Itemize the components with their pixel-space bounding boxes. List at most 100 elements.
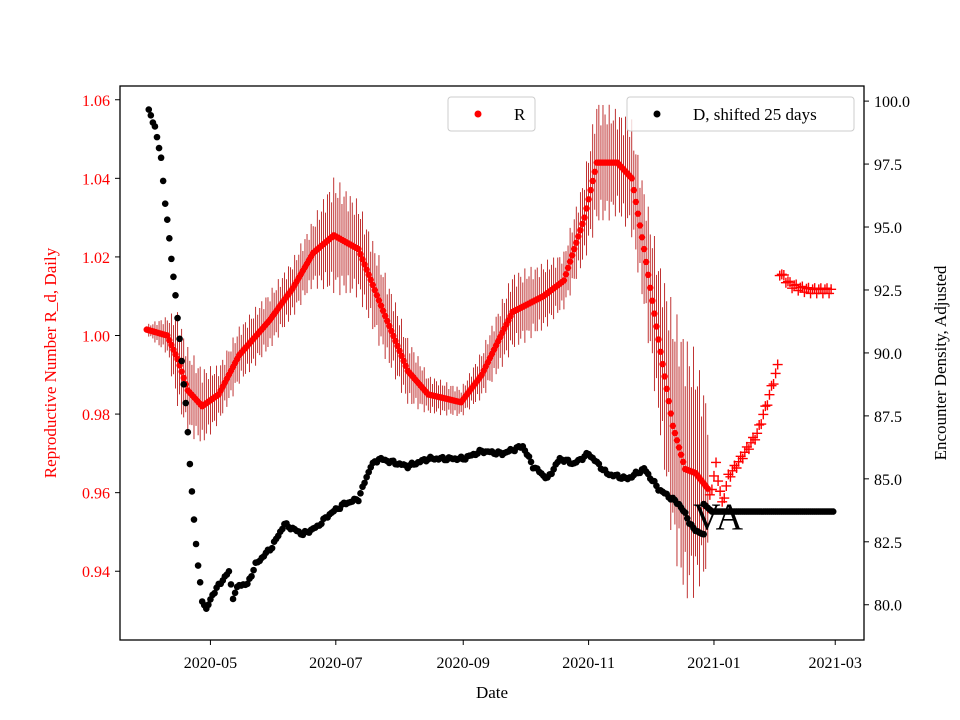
r-point: [396, 347, 403, 355]
legend-r-label: R: [514, 105, 526, 124]
r-point: [383, 317, 391, 325]
y-right-tick-label: 92.5: [874, 283, 902, 300]
r-point: [591, 168, 598, 175]
d-point: [168, 255, 175, 263]
y-axis-right: 80.0 82.5 85.0 87.5 90.0 92.5 95.0 97.5 100.0: [864, 94, 910, 615]
r-point: [583, 205, 590, 212]
y-left-tick-label: 1.06: [82, 93, 110, 110]
r-point: [587, 186, 594, 194]
r-point: [178, 368, 185, 375]
r-point: [402, 362, 409, 370]
d-point: [227, 581, 235, 588]
r-late-point: [770, 368, 781, 379]
r-point: [568, 252, 576, 259]
r-point: [379, 307, 387, 314]
r-point: [655, 336, 662, 343]
x-tick-label: 2021-03: [809, 655, 862, 672]
r-late-point: [824, 288, 835, 299]
d-point: [357, 490, 364, 497]
r-point: [665, 397, 672, 405]
d-point: [170, 273, 177, 281]
y-right-tick-label: 80.0: [874, 598, 902, 615]
r-point: [675, 444, 683, 451]
r-late-point: [826, 284, 837, 295]
d-point: [166, 235, 173, 242]
r-point: [398, 352, 405, 360]
r-point: [640, 245, 648, 253]
x-tick-label: 2020-09: [437, 655, 490, 672]
d-point: [231, 589, 239, 597]
y-right-tick-label: 95.0: [874, 220, 902, 237]
d-point: [527, 458, 535, 466]
legend-d-box: [626, 96, 855, 132]
r-point: [392, 337, 399, 345]
r-late-point: [721, 480, 732, 491]
x-axis-label: Date: [476, 683, 508, 702]
r-point: [634, 210, 642, 217]
d-point: [153, 133, 161, 141]
legend-r-marker: [474, 110, 482, 118]
plot-area: [143, 104, 837, 612]
d-point: [161, 200, 169, 207]
d-point: [188, 488, 196, 495]
r-point: [632, 198, 640, 206]
r-point: [394, 342, 401, 350]
r-late-point: [772, 359, 783, 370]
legend-d: D, shifted 25 days: [626, 96, 855, 132]
r-point: [628, 175, 635, 182]
r-point: [377, 302, 385, 309]
r-late-point: [706, 484, 717, 495]
d-point: [244, 580, 251, 588]
r-late-point: [750, 434, 761, 445]
legend-r-box: [447, 96, 536, 132]
r-late-point: [713, 476, 724, 487]
r-point: [371, 286, 379, 294]
y-right-tick-label: 85.0: [874, 472, 902, 489]
legend-d-marker: [653, 110, 661, 118]
r-points: [143, 159, 712, 492]
d-point: [683, 515, 691, 522]
r-late-point: [822, 283, 833, 294]
d-point: [186, 460, 194, 468]
d-point: [172, 291, 179, 299]
d-point: [363, 473, 370, 481]
d-point: [829, 508, 837, 515]
r-late-point: [708, 470, 719, 481]
y-axis-right-label: Encounter Density, Adjusted: [931, 265, 950, 460]
r-point: [355, 245, 362, 253]
r-point: [661, 373, 668, 380]
x-axis: 2020-05 2020-07 2020-09 2020-11 2021-01 2021-…: [184, 640, 862, 672]
r-point: [663, 385, 670, 393]
r-point: [630, 186, 638, 194]
r-late-point: [711, 457, 722, 468]
r-point: [562, 271, 570, 278]
r-point: [386, 322, 393, 330]
r-point: [669, 422, 677, 430]
r-late-point: [719, 493, 730, 504]
d-point: [318, 520, 325, 528]
r-late-point: [754, 419, 765, 430]
x-tick-label: 2021-01: [687, 655, 740, 672]
d-point: [194, 562, 202, 569]
r-point: [679, 458, 687, 466]
r-point: [644, 271, 652, 279]
d-point: [190, 516, 198, 523]
r-late-point: [758, 409, 769, 420]
r-point: [560, 277, 568, 284]
r-late-point: [766, 380, 777, 391]
r-point: [369, 281, 376, 289]
d-point: [178, 357, 185, 365]
y-left-tick-label: 0.94: [82, 564, 110, 581]
r-point: [390, 332, 397, 340]
r-point: [388, 327, 395, 335]
d-point: [182, 399, 190, 407]
r-late-point: [764, 389, 775, 400]
r-point: [575, 233, 582, 240]
y-right-tick-label: 97.5: [874, 157, 902, 174]
r-point: [671, 429, 679, 437]
y-axis-left: 0.94 0.96 0.98 1.00 1.02 1.04 1.06: [82, 93, 120, 581]
y-axis-left-label: Reproductive Number R_d, Daily: [41, 247, 60, 478]
r-late-point: [731, 462, 742, 473]
plot-marks: [143, 104, 837, 612]
r-point: [357, 250, 364, 258]
